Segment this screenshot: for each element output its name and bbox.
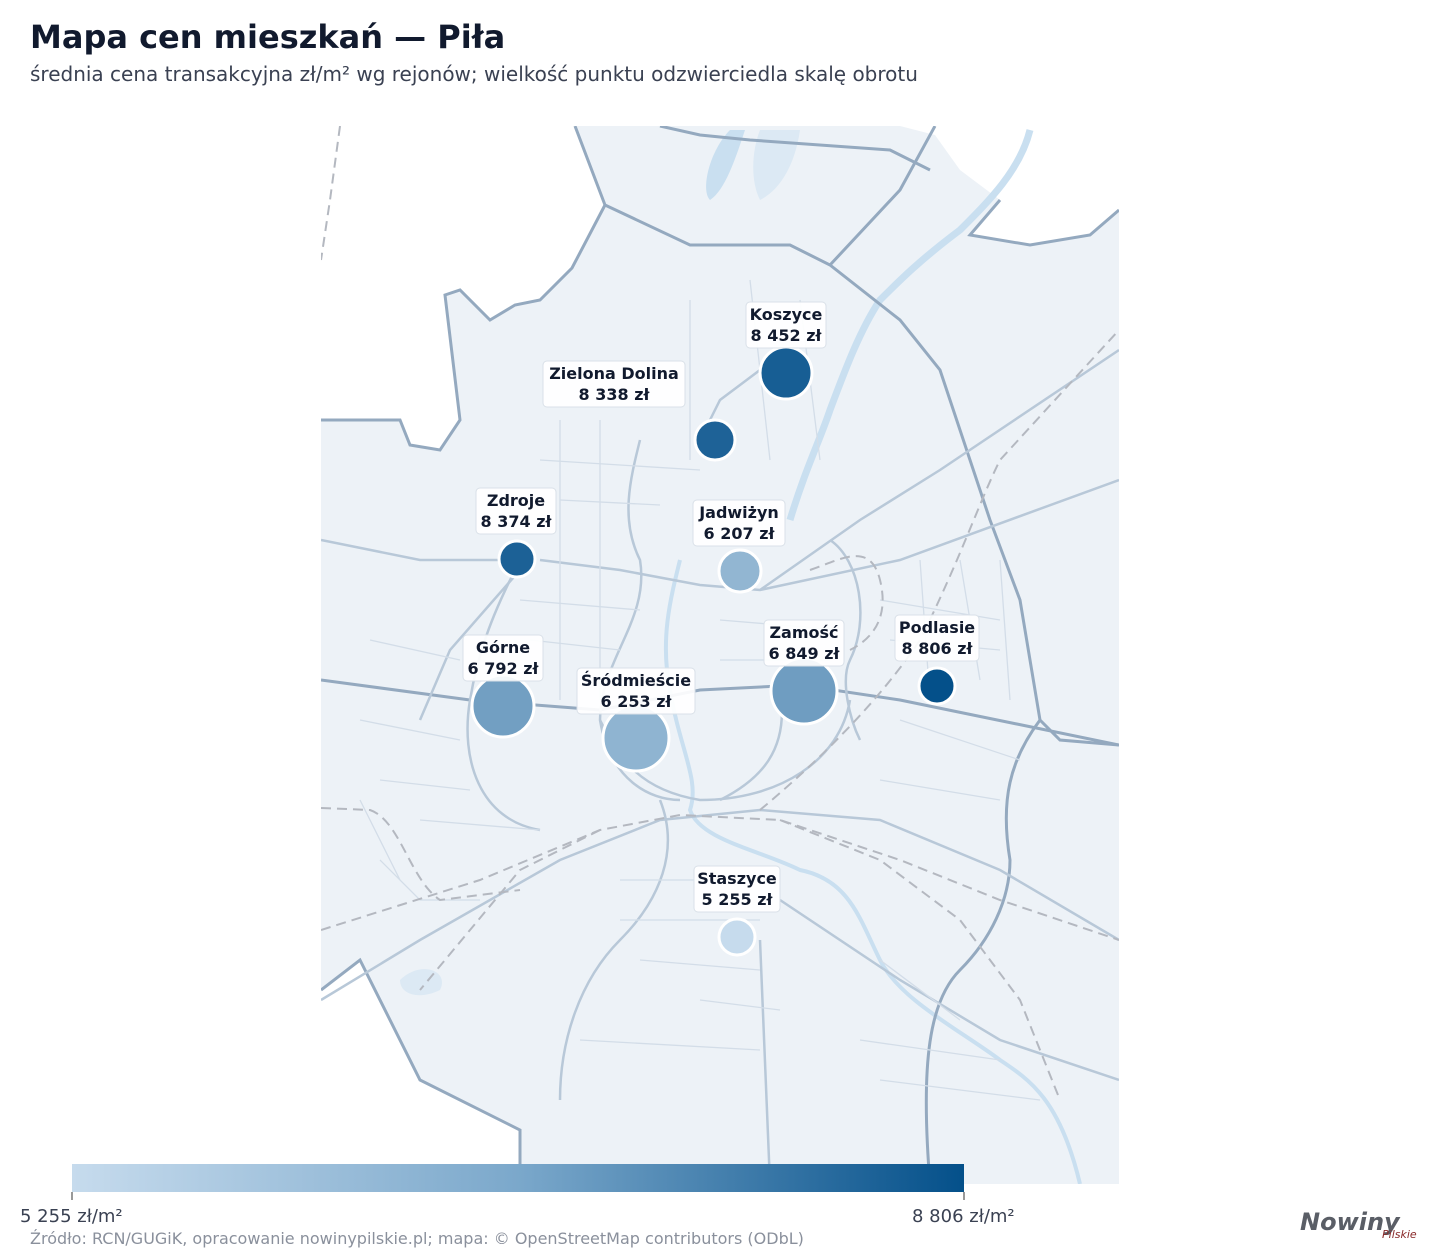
district-label-box-zdroje	[475, 487, 557, 535]
district-point-zamość	[769, 656, 839, 726]
source-note: Źródło: RCN/GUGiK, opracowanie nowinypil…	[30, 1229, 804, 1248]
district-price-śródmieście: 6 253 zł	[601, 692, 673, 711]
district-price-górne: 6 792 zł	[468, 659, 540, 678]
district-label-box-górne	[462, 634, 544, 682]
district-price-zdroje: 8 374 zł	[481, 512, 553, 531]
district-name-koszyce: Koszyce	[750, 305, 823, 324]
district-name-śródmieście: Śródmieście	[581, 671, 691, 690]
district-price-koszyce: 8 452 zł	[751, 326, 823, 345]
district-point-koszyce	[758, 345, 814, 401]
district-point-jadwiżyn	[717, 548, 763, 594]
district-point-górne	[470, 673, 536, 739]
legend-colorbar	[72, 1164, 964, 1192]
district-name-jadwiżyn: Jadwiżyn	[698, 503, 779, 522]
map-subtitle: średnia cena transakcyjna zł/m² wg rejon…	[30, 62, 918, 86]
district-price-jadwiżyn: 6 207 zł	[704, 524, 776, 543]
district-price-staszyce: 5 255 zł	[702, 890, 774, 909]
legend-max-label: 8 806 zł/m²	[912, 1206, 1015, 1227]
district-name-staszyce: Staszyce	[697, 869, 777, 888]
district-label-box-zielona-dolina	[542, 360, 686, 408]
district-name-podlasie: Podlasie	[899, 618, 975, 637]
basemap	[321, 126, 1119, 1184]
district-point-śródmieście	[601, 703, 671, 773]
outside-area	[321, 960, 520, 1184]
lake	[706, 130, 745, 200]
district-point-staszyce	[717, 917, 757, 957]
outside-area	[660, 126, 1119, 245]
district-point-zielona-dolina	[693, 418, 737, 462]
district-name-zielona-dolina: Zielona Dolina	[549, 364, 679, 383]
district-label-box-koszyce	[745, 301, 827, 349]
district-label-box-staszyce	[693, 865, 781, 913]
district-label-box-jadwiżyn	[692, 499, 786, 547]
map-background	[321, 126, 1119, 1184]
district-price-zamość: 6 849 zł	[769, 644, 841, 663]
district-label-box-śródmieście	[576, 667, 696, 715]
district-point-zdroje	[497, 539, 537, 579]
district-label-box-podlasie	[894, 614, 980, 662]
district-price-podlasie: 8 806 zł	[902, 639, 974, 658]
brand-logo: Nowiny	[1300, 1208, 1400, 1236]
district-name-zdroje: Zdroje	[487, 491, 545, 510]
map-title: Mapa cen mieszkań — Piła	[30, 18, 506, 56]
brand-logo-sub: Pilskie	[1382, 1228, 1417, 1241]
district-points: Koszyce 8 452 zł Zielona Dolina 8 338 zł Zdr…	[462, 301, 980, 957]
outside-area	[321, 126, 605, 450]
district-price-zielona-dolina: 8 338 zł	[579, 385, 651, 404]
river-gwda	[786, 129, 1034, 522]
railways	[321, 126, 1119, 1101]
lake	[753, 130, 800, 200]
district-name-zamość: Zamość	[769, 623, 838, 642]
district-label-box-zamość	[763, 619, 845, 667]
district-name-górne: Górne	[476, 638, 530, 657]
district-point-podlasie	[917, 666, 957, 706]
legend-min-label: 5 255 zł/m²	[20, 1206, 123, 1227]
